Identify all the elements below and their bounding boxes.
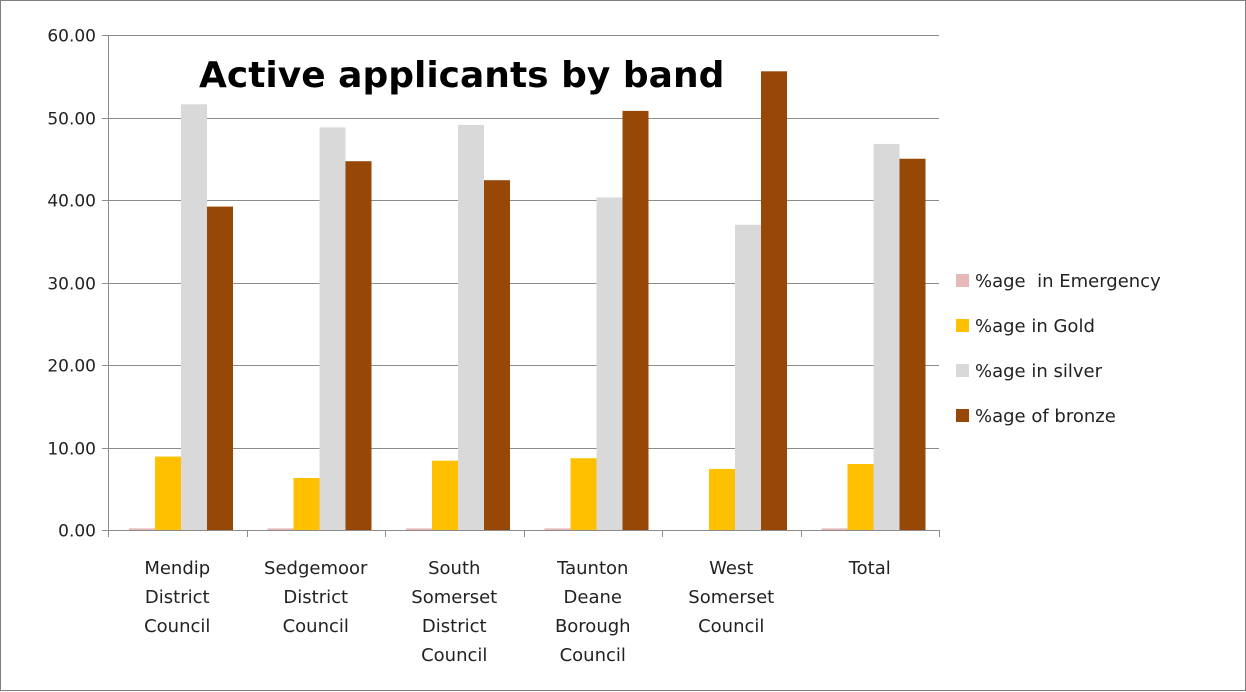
bar bbox=[596, 197, 623, 530]
bar bbox=[761, 71, 787, 531]
legend-label: %age in Emergency bbox=[975, 271, 1161, 292]
x-category-label: Deane bbox=[564, 587, 622, 608]
bar bbox=[873, 143, 900, 530]
x-category-label: Council bbox=[698, 616, 764, 637]
legend-label: %age of bronze bbox=[975, 406, 1116, 427]
y-tick-label: 60.00 bbox=[47, 27, 96, 47]
x-category-label: Somerset bbox=[411, 587, 497, 608]
bar bbox=[544, 528, 571, 530]
bar bbox=[406, 528, 432, 530]
x-category-label: Sedgemoor bbox=[264, 558, 368, 579]
y-tick-label: 30.00 bbox=[47, 275, 96, 295]
bar bbox=[432, 460, 458, 530]
axes bbox=[102, 35, 940, 537]
x-category-label: Borough bbox=[555, 616, 631, 637]
x-category-label: South bbox=[428, 558, 480, 579]
axis-labels: 0.00 10.00 20.00 30.00 40.00 50.00 60.00 Mendip… bbox=[47, 27, 890, 667]
bar bbox=[345, 161, 372, 530]
x-category-label: West bbox=[709, 558, 753, 579]
bar bbox=[181, 104, 207, 531]
bar bbox=[293, 478, 320, 530]
bar bbox=[899, 158, 926, 530]
bar bbox=[319, 127, 346, 531]
x-category-label: Total bbox=[848, 558, 891, 579]
x-category-label: Council bbox=[144, 616, 210, 637]
bar bbox=[821, 528, 848, 530]
bar bbox=[155, 456, 181, 530]
bar bbox=[484, 180, 510, 530]
x-category-label: District bbox=[422, 616, 487, 637]
legend-label: %age in Gold bbox=[975, 316, 1095, 337]
bars bbox=[129, 71, 926, 531]
y-tick-label: 50.00 bbox=[47, 110, 96, 130]
chart-title: Active applicants by band bbox=[199, 55, 724, 96]
bar bbox=[207, 206, 233, 530]
x-category-label: District bbox=[145, 587, 210, 608]
legend-swatch bbox=[956, 364, 969, 377]
x-category-label: Taunton bbox=[556, 558, 628, 579]
x-category-label: Council bbox=[421, 645, 487, 666]
bar bbox=[709, 468, 735, 530]
legend-swatch bbox=[956, 409, 969, 422]
y-tick-label: 40.00 bbox=[47, 192, 96, 212]
y-tick-label: 20.00 bbox=[47, 357, 96, 377]
bar bbox=[129, 528, 155, 530]
legend: %age in Emergency %age in Gold %age in sil… bbox=[956, 271, 1161, 427]
bar bbox=[458, 124, 484, 531]
gridlines bbox=[108, 35, 939, 449]
bar bbox=[622, 110, 649, 531]
x-category-label: District bbox=[283, 587, 348, 608]
bar bbox=[735, 224, 761, 530]
x-category-label: Council bbox=[560, 645, 626, 666]
bar bbox=[847, 464, 874, 530]
x-category-label: Somerset bbox=[688, 587, 774, 608]
legend-swatch bbox=[956, 319, 969, 332]
bar bbox=[267, 528, 294, 530]
bar bbox=[570, 458, 597, 530]
x-category-label: Council bbox=[283, 616, 349, 637]
legend-label: %age in silver bbox=[975, 361, 1103, 382]
y-tick-label: 0.00 bbox=[58, 522, 96, 542]
legend-swatch bbox=[956, 274, 969, 287]
y-tick-label: 10.00 bbox=[47, 440, 96, 460]
x-category-label: Mendip bbox=[144, 558, 210, 579]
